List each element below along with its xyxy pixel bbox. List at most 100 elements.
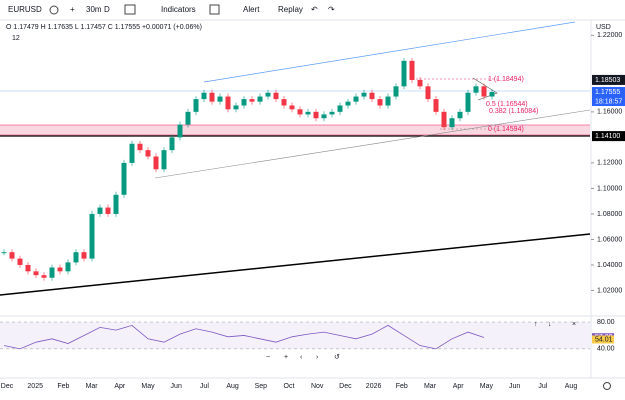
candle [25,264,31,272]
price-tag-label: 1.18503 [595,77,620,84]
x-tick-label: Feb [57,383,69,390]
indicators[interactable]: Indicators [161,5,196,14]
candle [193,99,199,112]
currency: USD [596,24,611,31]
candle [137,143,143,151]
layout-icon[interactable] [209,4,220,15]
candle [145,150,151,157]
alert[interactable]: Alert [243,5,260,14]
fib-label: 1 (1.18494) [488,76,524,83]
y-tick-label: 1.22000 [597,32,622,39]
rsi-tag-label: 54.01 [595,336,613,343]
x-tick-label: Aug [565,383,578,390]
pane-close[interactable]: × [572,321,576,328]
price-tag [592,74,625,85]
y-tick-label: 1.16000 [597,109,622,116]
candle [361,92,367,97]
candle [9,252,15,259]
pane-controls: ↑ ↓ × − + ‹ › ↺ [266,321,611,390]
settings-icon[interactable] [603,382,611,390]
x-tick-label: Mar [86,383,99,390]
candle [481,86,487,97]
x-tick-label: Dec [1,383,14,390]
x-tick-label: 2026 [366,383,382,390]
x-tick-label: Sep [255,383,268,390]
y-tick-label: 1.10000 [597,185,622,192]
price-tag [592,87,625,98]
candle [217,96,223,102]
zoom-out[interactable]: − [266,354,270,361]
candle [225,96,231,110]
x-tick-label: Mar [424,383,437,390]
add-icon[interactable]: + [70,5,75,14]
x-tick-label: Dec [339,383,352,390]
candle [113,194,119,214]
x-tick-label: Feb [396,383,408,390]
x-tick-label: Apr [453,383,465,390]
candle [433,99,439,112]
x-tick-label: Jul [538,383,547,390]
candle [65,262,71,272]
undo[interactable]: ↶ [311,5,318,14]
y-tick-label: 1.12000 [597,160,622,167]
redo[interactable]: ↷ [328,5,335,14]
fib-label: 0.382 (1.16084) [489,108,538,115]
candle [1,252,7,254]
candle [201,92,207,100]
candle [57,267,63,272]
y-tick-label: 1.08000 [597,211,622,218]
scroll-left[interactable]: ‹ [300,354,303,361]
replay[interactable]: Replay [278,5,303,14]
candle [81,252,87,259]
fib-label: 0.5 (1.16544) [486,101,528,108]
channel-lower [154,109,591,179]
price-tag-label: 1.14100 [595,133,620,140]
long-trendline [0,233,591,296]
interval[interactable]: 30m [86,5,102,14]
zone [0,125,590,135]
candle [457,111,463,119]
toolbar: EURUSD + 30m D Indicators Alert Replay ↶… [0,4,625,21]
candle [273,92,279,100]
candle [161,150,167,170]
candle [393,86,399,97]
x-tick-label: May [480,383,494,390]
candle [89,213,95,259]
y-tick-label: 1.02000 [597,287,622,294]
interval-type[interactable]: D [104,5,110,14]
x-tick-label: Jun [171,383,182,390]
candle [41,275,47,278]
candle [185,111,191,125]
chart-type-icon[interactable] [124,4,136,15]
pane-down[interactable]: ↓ [548,321,552,328]
candle [465,92,471,112]
candle [313,111,319,119]
candle [385,96,391,106]
countdown-box [592,97,625,107]
countdown: 18:18:57 [595,98,622,105]
pane-up[interactable]: ↑ [534,321,538,328]
channel-upper [203,21,576,83]
search-icon[interactable] [49,5,59,15]
candle [209,92,215,102]
candle [329,111,335,115]
candle [233,105,239,110]
reset[interactable]: ↺ [334,354,340,361]
scroll-right[interactable]: › [316,354,319,361]
candle [369,92,375,100]
candle [73,252,79,263]
x-tick-label: Jul [200,383,209,390]
candle [353,96,359,102]
rsi-line [3,324,485,350]
price-tag-label: 1.17555 [595,89,620,96]
y-tick-label: 1.06000 [597,236,622,243]
x-tick-label: 2025 [27,383,43,390]
ohlc-legend: O 1.17479 H 1.17635 L 1.17457 C 1.17555 … [6,24,202,31]
x-tick-label: Oct [284,383,295,390]
candle [377,99,383,106]
symbol[interactable]: EURUSD [8,5,42,14]
candle [473,86,479,93]
zoom-in[interactable]: + [284,354,288,361]
candle [105,207,111,214]
